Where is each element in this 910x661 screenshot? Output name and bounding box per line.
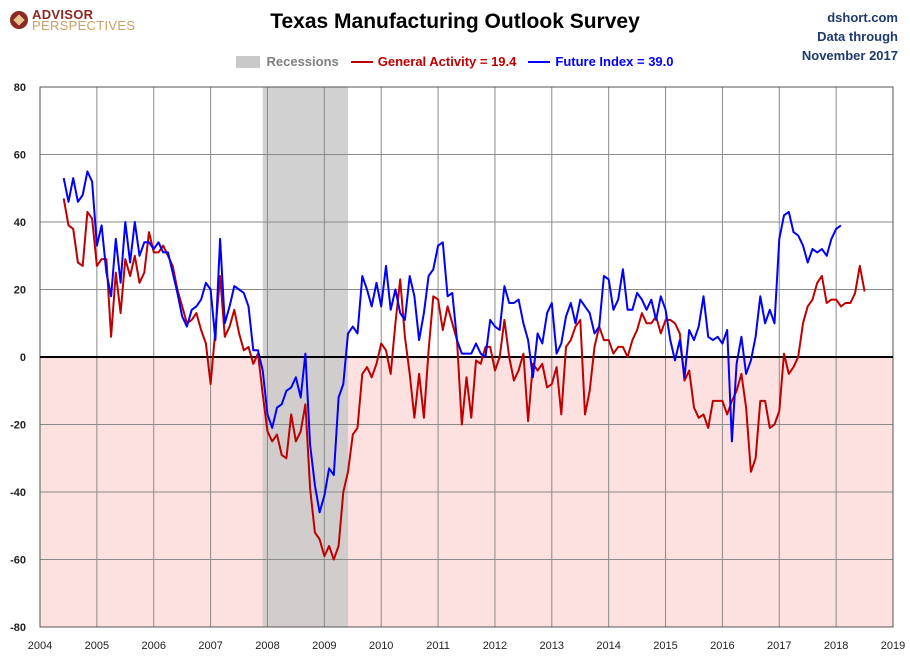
y-tick-label: 60 — [14, 150, 26, 162]
x-tick-label: 2007 — [198, 640, 222, 652]
y-tick-label: -40 — [10, 487, 26, 499]
legend-recession-swatch — [236, 55, 261, 68]
y-tick-label: -20 — [10, 420, 26, 432]
legend-future-label: Future Index = 39.0 — [555, 54, 674, 69]
legend-general: General Activity = 19.4 — [350, 54, 517, 69]
x-tick-label: 2014 — [596, 640, 620, 652]
legend-general-swatch — [350, 60, 373, 63]
y-tick-label: 80 — [14, 82, 26, 94]
y-tick-label: -80 — [10, 622, 26, 634]
legend-future-swatch — [528, 60, 551, 63]
x-tick-label: 2017 — [767, 640, 791, 652]
x-tick-label: 2013 — [540, 640, 564, 652]
legend-recessions: Recessions — [236, 54, 339, 69]
compass-icon — [10, 11, 28, 29]
logo: ADVISOR PERSPECTIVES — [10, 7, 136, 33]
x-tick-label: 2012 — [483, 640, 507, 652]
logo-line2: PERSPECTIVES — [32, 18, 136, 33]
y-tick-label: 40 — [14, 217, 26, 229]
legend-recessions-label: Recessions — [266, 54, 339, 69]
x-tick-label: 2011 — [426, 640, 450, 652]
y-tick-label: -60 — [10, 555, 26, 567]
source-note: dshort.com Data through November 2017 — [802, 8, 898, 65]
chart-title: Texas Manufacturing Outlook Survey — [270, 10, 640, 33]
x-tick-label: 2008 — [255, 640, 279, 652]
source-line1: dshort.com — [827, 10, 898, 25]
future-index-line — [62, 170, 842, 514]
y-tick-label: 0 — [20, 352, 26, 364]
x-tick-label: 2019 — [881, 640, 905, 652]
legend: Recessions General Activity = 19.4 Futur… — [0, 54, 910, 69]
source-line3: November 2017 — [801, 48, 898, 63]
x-tick-label: 2006 — [141, 640, 165, 652]
x-tick-label: 2018 — [824, 640, 848, 652]
source-line2: Data through — [817, 29, 898, 44]
x-tick-label: 2009 — [312, 640, 336, 652]
logo-line1: ADVISOR — [32, 7, 94, 22]
x-tick-label: 2010 — [369, 640, 393, 652]
x-tick-label: 2004 — [28, 640, 52, 652]
x-tick-label: 2005 — [85, 640, 109, 652]
x-tick-label: 2015 — [653, 640, 677, 652]
y-tick-label: 20 — [14, 285, 26, 297]
legend-general-label: General Activity = 19.4 — [377, 54, 517, 69]
legend-future: Future Index = 39.0 — [528, 54, 674, 69]
x-tick-label: 2016 — [710, 640, 734, 652]
